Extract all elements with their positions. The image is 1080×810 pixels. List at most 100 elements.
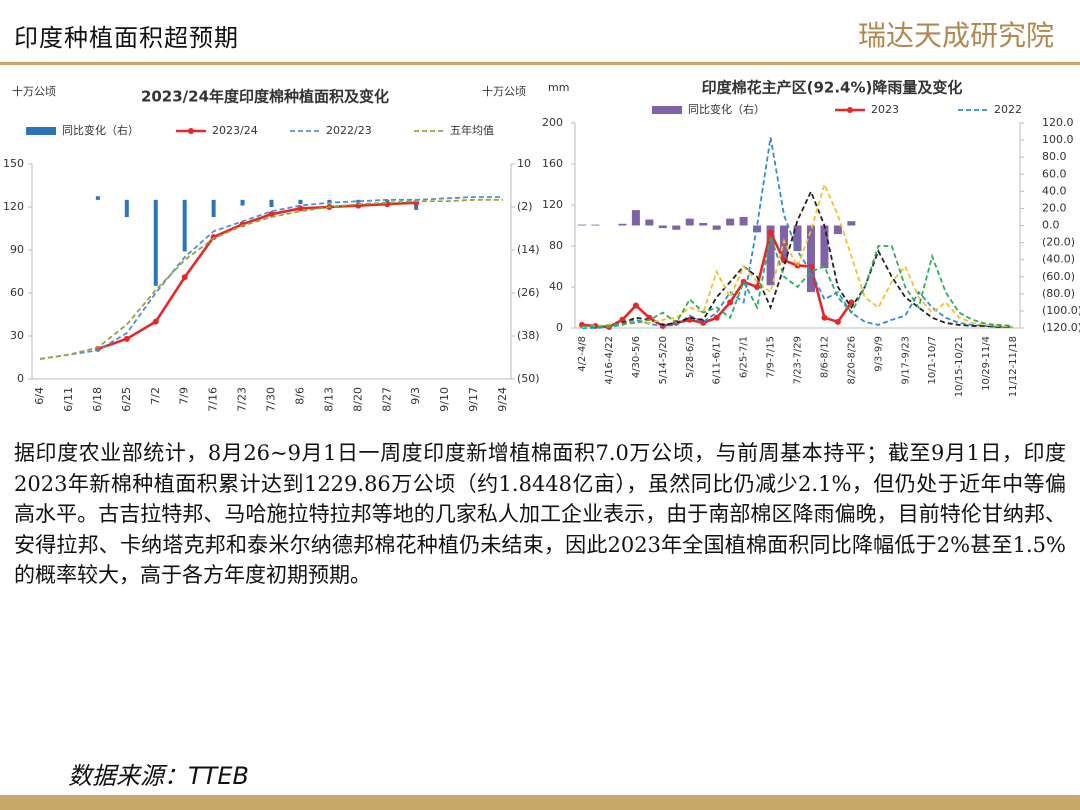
x-tick-label: 7/30 (265, 387, 278, 412)
y-axis-label: 十万公顷 (12, 84, 56, 98)
body-text: 据印度农业部统计，8月26~9月1日一周度印度新增植棉面积7.0万公顷，与前周基… (14, 441, 1066, 587)
x-tick-label: 11/12-11/18 (1008, 336, 1019, 397)
footer-band (0, 795, 1080, 810)
line (581, 181, 1014, 328)
bar (211, 199, 216, 218)
y2-tick-label: 100.0 (1042, 133, 1074, 146)
bar (739, 216, 748, 226)
x-tick-label: 7/16 (207, 387, 220, 412)
legend-label: 同比变化（右） (688, 102, 765, 116)
y2-tick-label: 40.0 (1042, 184, 1067, 197)
bar (356, 199, 361, 203)
bar (645, 219, 654, 226)
x-tick-label: 5/14-5/20 (658, 336, 669, 385)
bar (298, 199, 303, 205)
y2-tick-label: (50) (517, 372, 540, 385)
marker (848, 299, 855, 306)
y2-tick-label: (14) (517, 243, 540, 256)
y2-tick-label: (100.0) (1042, 304, 1080, 317)
legend-swatch (26, 127, 56, 135)
x-tick-label: 8/6-8/12 (819, 336, 830, 378)
bar (766, 225, 775, 286)
y-tick-label: 0 (556, 321, 563, 334)
y2-tick-label: 20.0 (1042, 201, 1067, 214)
marker (123, 335, 130, 342)
x-tick-label: 9/24 (496, 387, 509, 412)
y2-tick-label: (20.0) (1042, 236, 1075, 249)
x-tick-label: 6/11 (62, 387, 75, 412)
x-tick-label: 7/9 (178, 387, 191, 405)
legend-label: 2022/23 (326, 124, 372, 137)
marker (713, 314, 720, 321)
bar (685, 218, 694, 226)
marker (821, 314, 828, 321)
line (39, 198, 503, 360)
y2-tick-label: (38) (517, 329, 540, 342)
x-tick-label: 7/23 (236, 387, 249, 412)
x-tick-label: 8/27 (380, 387, 393, 412)
x-tick-label: 8/20-8/26 (846, 336, 857, 385)
y2-tick-label: 10 (517, 157, 531, 170)
marker (152, 318, 159, 325)
y2-tick-label: (60.0) (1042, 270, 1075, 283)
y2-tick-label: 120.0 (1042, 116, 1074, 129)
x-tick-label: 10/29-11/4 (981, 336, 992, 391)
bar (124, 199, 129, 218)
source-note: 数据来源：TTEB (68, 762, 249, 790)
line (581, 235, 1014, 328)
x-tick-label: 6/18 (91, 387, 104, 412)
marker (297, 205, 304, 212)
logo-text: 瑞达天成研究院 (857, 19, 1054, 52)
bar (618, 223, 627, 226)
y2-tick-label: (120.0) (1042, 321, 1080, 334)
bar (726, 218, 735, 226)
bar (631, 210, 640, 226)
x-tick-label: 4/16-4/22 (604, 336, 615, 385)
y-tick-label: 200 (542, 116, 563, 129)
x-tick-label: 8/6 (293, 387, 306, 405)
bar (240, 199, 245, 206)
bar (578, 224, 586, 226)
x-tick-label: 6/11-6/17 (712, 336, 723, 385)
x-tick-label: 8/13 (322, 387, 335, 412)
bar (95, 196, 100, 200)
marker (619, 316, 626, 323)
bar (712, 225, 721, 230)
bar (658, 225, 667, 229)
marker (767, 229, 774, 236)
y-tick-label: 60 (10, 286, 24, 299)
bar (793, 225, 802, 252)
x-tick-label: 7/2 (149, 387, 162, 405)
x-tick-label: 9/17-9/23 (900, 336, 911, 385)
y2-tick-label: (80.0) (1042, 287, 1075, 300)
x-tick-label: 10/1-10/7 (927, 336, 938, 385)
bar (847, 221, 856, 226)
marker (727, 299, 734, 306)
line (39, 196, 503, 360)
marker (834, 318, 841, 325)
legend-label: 2022 (994, 103, 1022, 116)
bar (806, 225, 815, 293)
y2-tick-label: 0.0 (1042, 219, 1060, 232)
x-tick-label: 9/3 (409, 387, 422, 405)
legend-marker (847, 107, 853, 113)
chart-title: 2023/24年度印度棉种植面积及变化 (141, 88, 389, 106)
y-tick-label: 80 (549, 239, 563, 252)
x-tick-label: 4/2-4/8 (577, 336, 588, 372)
legend-label: 五年均值 (450, 123, 494, 137)
y2-axis-label: 十万公顷 (482, 84, 526, 98)
y-tick-label: 40 (549, 280, 563, 293)
y2-tick-label: (40.0) (1042, 253, 1075, 266)
line (97, 201, 417, 351)
x-tick-label: 9/17 (467, 387, 480, 412)
marker (632, 302, 639, 309)
y-tick-label: 160 (542, 157, 563, 170)
x-tick-label: 7/9-7/15 (766, 336, 777, 378)
x-tick-label: 6/4 (33, 387, 46, 405)
y-tick-label: 120 (542, 198, 563, 211)
x-tick-label: 8/20 (351, 387, 364, 412)
x-tick-label: 9/3-9/9 (873, 336, 884, 372)
x-tick-label: 9/10 (438, 387, 451, 412)
y2-tick-label: (2) (517, 200, 533, 213)
bar (672, 225, 681, 230)
